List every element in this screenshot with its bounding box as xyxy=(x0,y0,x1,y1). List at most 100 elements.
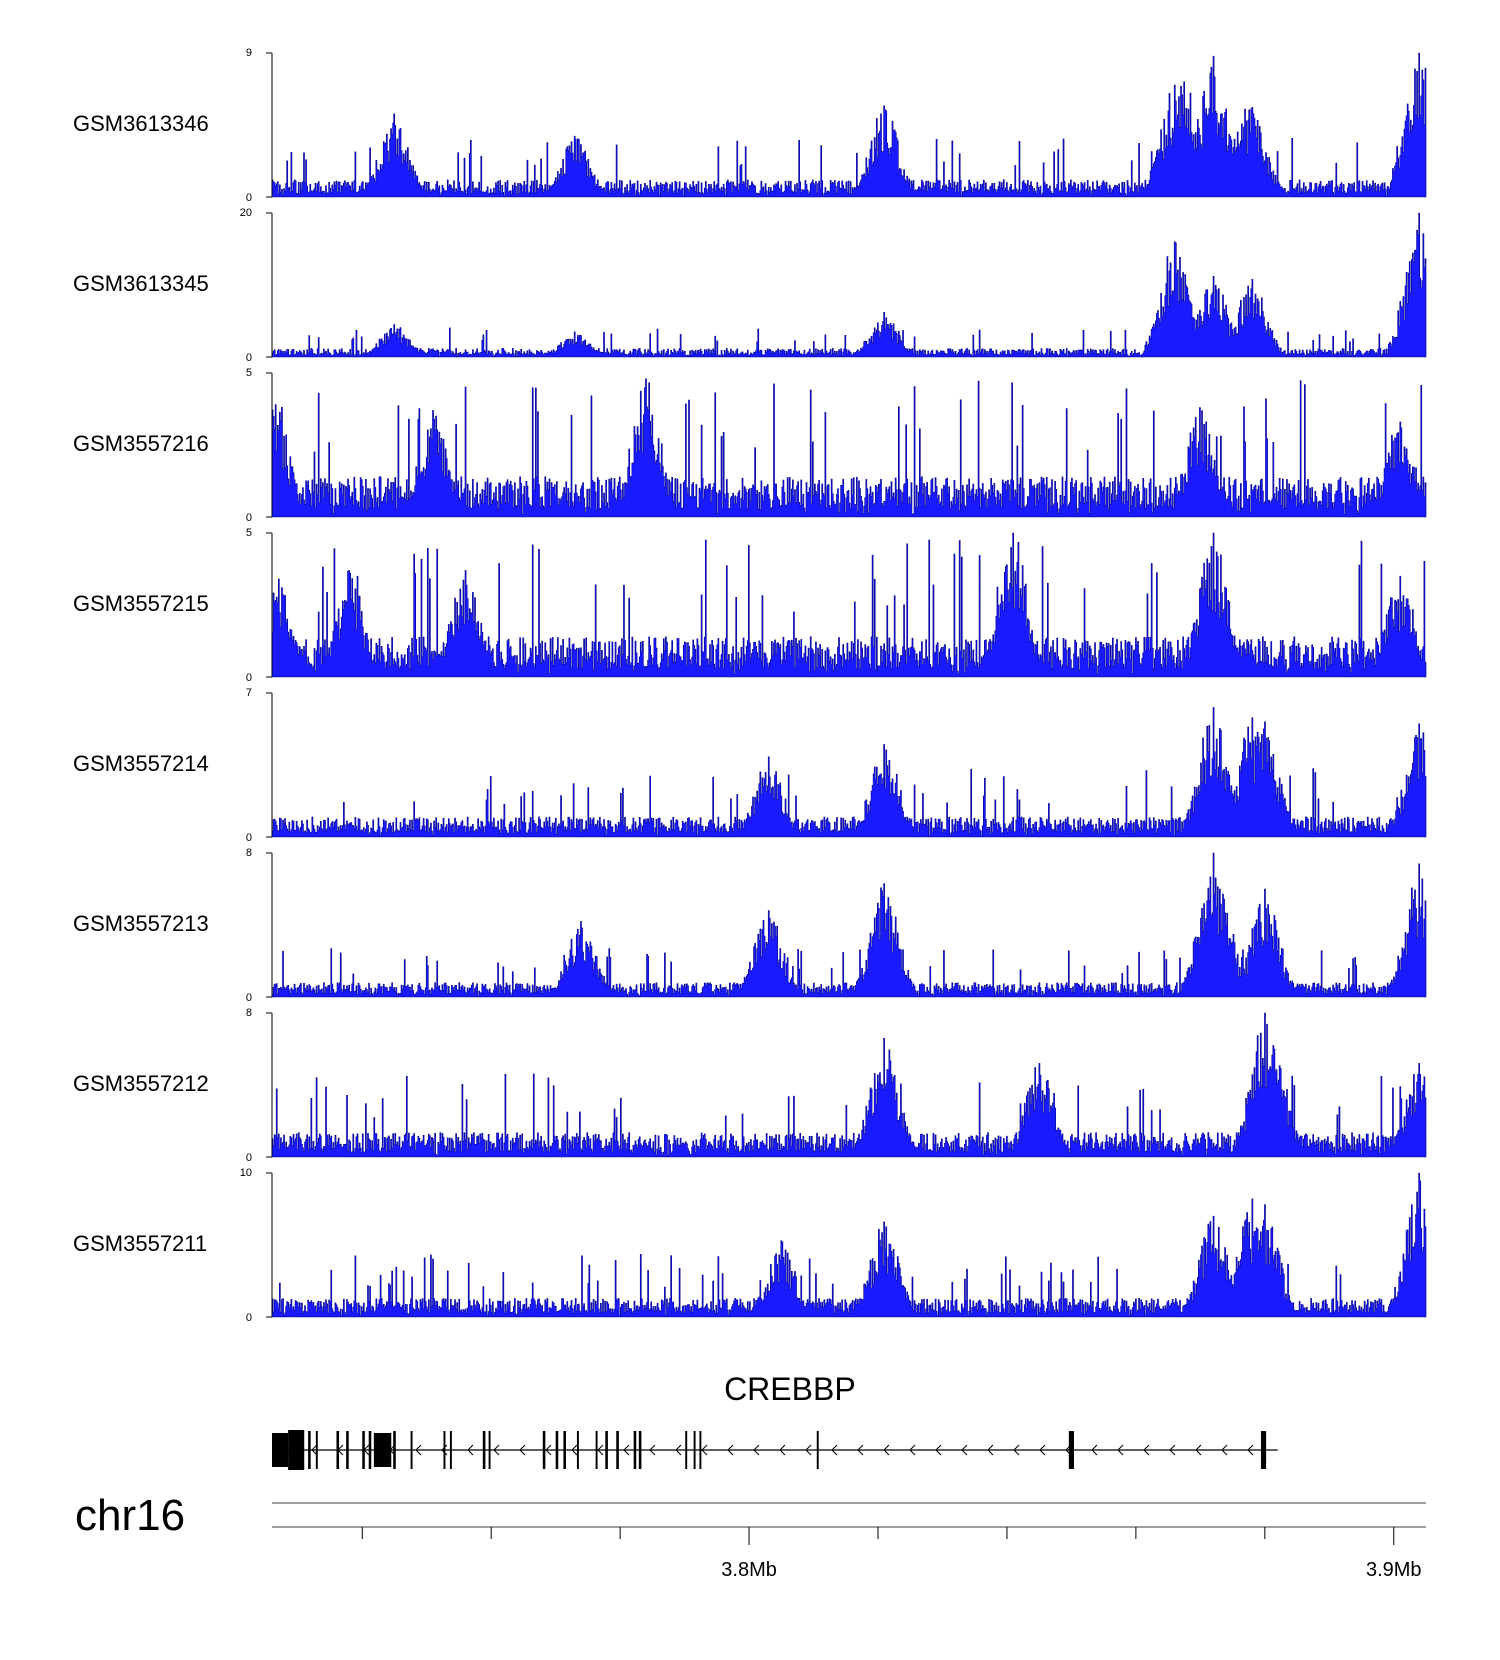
track-GSM3557214: GSM3557214 0 7 xyxy=(73,687,1427,844)
track-GSM3557213: GSM3557213 0 8 xyxy=(73,847,1427,1004)
y-tick-label-max: 7 xyxy=(246,687,252,699)
exon xyxy=(616,1431,619,1469)
strand-arrow xyxy=(831,1444,838,1456)
strand-arrow xyxy=(1247,1444,1254,1456)
exon xyxy=(638,1431,642,1469)
strand-arrow xyxy=(961,1444,968,1456)
strand-arrow xyxy=(571,1444,578,1456)
exon xyxy=(685,1431,688,1469)
strand-arrow xyxy=(883,1444,890,1456)
coverage-area xyxy=(271,52,1427,198)
track-label: GSM3613345 xyxy=(73,271,209,296)
strand-arrow xyxy=(1143,1444,1150,1456)
chromosome-label: chr16 xyxy=(75,1491,185,1540)
exon xyxy=(542,1431,546,1469)
exon xyxy=(393,1431,396,1469)
y-tick-label-min: 0 xyxy=(246,352,252,364)
strand-arrow xyxy=(467,1444,474,1456)
strand-arrow xyxy=(701,1444,708,1456)
coverage-area xyxy=(271,852,1427,998)
strand-arrow xyxy=(519,1444,526,1456)
y-tick-label-min: 0 xyxy=(246,992,252,1004)
strand-arrow xyxy=(753,1444,760,1456)
exon xyxy=(595,1431,598,1469)
y-tick-label-min: 0 xyxy=(246,512,252,524)
track-label: GSM3557213 xyxy=(73,911,209,936)
strand-arrow xyxy=(1039,1444,1046,1456)
track-GSM3613345: GSM3613345 0 20 xyxy=(73,207,1427,364)
strand-arrow xyxy=(623,1444,630,1456)
exon xyxy=(308,1431,311,1469)
track-label: GSM3613346 xyxy=(73,111,209,136)
track-GSM3557216: GSM3557216 0 5 xyxy=(73,367,1427,524)
y-tick-label-min: 0 xyxy=(246,832,252,844)
exon xyxy=(488,1431,491,1469)
y-tick-label-min: 0 xyxy=(246,192,252,204)
track-GSM3557215: GSM3557215 0 5 xyxy=(73,527,1427,684)
strand-arrow xyxy=(779,1444,786,1456)
exon xyxy=(443,1431,446,1469)
y-tick-label-min: 0 xyxy=(246,1152,252,1164)
y-tick-label-max: 5 xyxy=(246,367,252,379)
strand-arrow xyxy=(1195,1444,1202,1456)
exon xyxy=(449,1431,452,1469)
exon xyxy=(362,1431,365,1469)
exon xyxy=(336,1431,340,1469)
strand-arrow xyxy=(935,1444,942,1456)
strand-arrow xyxy=(311,1444,318,1456)
strand-arrow xyxy=(649,1444,656,1456)
exon xyxy=(315,1431,318,1469)
coverage-area xyxy=(271,1172,1427,1318)
exon xyxy=(605,1431,608,1469)
exon xyxy=(693,1431,696,1469)
x-axis-tick-label: 3.8Mb xyxy=(721,1559,777,1581)
exon xyxy=(482,1431,486,1469)
exon xyxy=(272,1433,289,1467)
track-label: GSM3557211 xyxy=(73,1231,207,1256)
exon xyxy=(373,1433,392,1467)
y-tick-label-min: 0 xyxy=(246,1312,252,1324)
strand-arrow xyxy=(1221,1444,1228,1456)
exon xyxy=(816,1431,819,1469)
exon xyxy=(563,1431,566,1469)
strand-arrow xyxy=(597,1444,604,1456)
gene-name-label: CREBBP xyxy=(724,1371,856,1407)
strand-arrow xyxy=(675,1444,682,1456)
strand-arrow xyxy=(1013,1444,1020,1456)
y-tick-label-max: 20 xyxy=(240,207,252,219)
exon xyxy=(1260,1431,1267,1469)
gene-CREBBP: CREBBP xyxy=(272,1371,1278,1470)
coverage-area xyxy=(271,378,1427,518)
strand-arrow xyxy=(1117,1444,1124,1456)
strand-arrow xyxy=(1169,1444,1176,1456)
gene-model: CREBBP xyxy=(272,1371,1278,1470)
strand-arrow xyxy=(727,1444,734,1456)
strand-arrow xyxy=(987,1444,994,1456)
strand-arrow xyxy=(1091,1444,1098,1456)
exon xyxy=(576,1431,579,1469)
exon xyxy=(699,1431,702,1469)
strand-arrow xyxy=(545,1444,552,1456)
exon xyxy=(555,1431,559,1469)
genomic-axis: chr16 3.8Mb 3.9Mb xyxy=(75,1491,1426,1581)
coverage-area xyxy=(271,532,1427,678)
strand-arrow xyxy=(857,1444,864,1456)
exon xyxy=(346,1431,349,1469)
y-tick-label-max: 8 xyxy=(246,847,252,859)
coverage-area xyxy=(271,212,1427,358)
coverage-tracks: GSM361334609GSM3613345020GSM355721605GSM… xyxy=(73,47,1427,1324)
y-tick-label-max: 10 xyxy=(240,1167,252,1179)
y-tick-label-max: 5 xyxy=(246,527,252,539)
track-GSM3557212: GSM3557212 0 8 xyxy=(73,1007,1427,1164)
track-GSM3557211: GSM3557211 0 10 xyxy=(73,1167,1427,1324)
y-tick-label-max: 9 xyxy=(246,47,252,59)
track-GSM3613346: GSM3613346 0 9 xyxy=(73,47,1427,204)
exon xyxy=(368,1431,372,1469)
y-tick-label-max: 8 xyxy=(246,1007,252,1019)
track-label: GSM3557215 xyxy=(73,591,209,616)
strand-arrow xyxy=(493,1444,500,1456)
strand-arrow xyxy=(909,1444,916,1456)
exon xyxy=(288,1430,305,1470)
exon xyxy=(410,1431,413,1469)
